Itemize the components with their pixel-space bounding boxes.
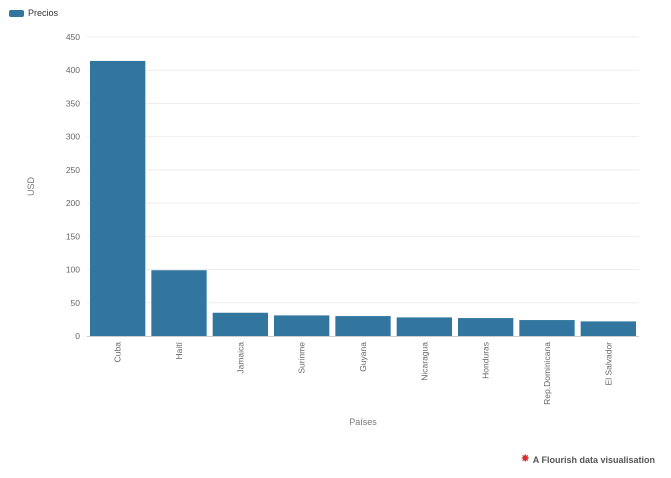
bar-surinme[interactable] — [274, 315, 330, 336]
bar-honduras[interactable] — [458, 318, 514, 336]
bar-guyana[interactable] — [335, 316, 391, 336]
gridlines — [87, 36, 639, 304]
flourish-logo-icon: ✸ — [520, 453, 530, 465]
x-tick-label: Haití — [174, 341, 184, 359]
flourish-credit[interactable]: ✸ A Flourish data visualisation — [521, 454, 655, 465]
bar-cuba[interactable] — [90, 60, 146, 337]
y-tick-label: 200 — [66, 198, 80, 208]
y-tick-label: 0 — [75, 331, 80, 341]
bar-el-salvador[interactable] — [580, 321, 636, 336]
y-tick-label: 250 — [66, 165, 80, 175]
y-tick-label: 100 — [66, 265, 80, 275]
y-tick-labels: 0 50 100 150 200 250 300 350 400 450 — [66, 32, 80, 341]
y-tick-label: 300 — [66, 132, 80, 142]
x-axis-title: Países — [349, 417, 377, 427]
x-tick-label: Surinme — [297, 342, 307, 374]
y-tick-label: 400 — [66, 65, 80, 75]
y-tick-label: 150 — [66, 231, 80, 241]
x-tick-label: Jamaica — [235, 342, 245, 374]
bar-nicaragua[interactable] — [396, 317, 452, 336]
flourish-credit-text: A Flourish data visualisation — [532, 454, 655, 465]
x-tick-label: Guyana — [358, 342, 368, 372]
x-tick-label: Cuba — [113, 342, 123, 363]
y-tick-label: 50 — [71, 298, 81, 308]
bar-jamaica[interactable] — [212, 312, 268, 336]
bar-rep-dominicana[interactable] — [519, 320, 575, 336]
x-tick-label: Honduras — [481, 342, 491, 379]
x-tick-label: El Salvador — [603, 342, 613, 386]
y-tick-label: 450 — [66, 32, 80, 42]
y-tick-label: 350 — [66, 98, 80, 108]
bars — [90, 60, 636, 337]
legend-label: Precios — [28, 8, 59, 18]
x-tick-label: Rep.Dominicana — [542, 342, 552, 405]
legend: Precios — [9, 8, 58, 18]
y-axis-title: USD — [26, 177, 36, 197]
x-tick-labels: Cuba Haití Jamaica Surinme Guyana Nicaragua Ho… — [113, 341, 614, 404]
bar-hait-[interactable] — [151, 270, 207, 336]
x-tick-label: Nicaragua — [419, 342, 429, 381]
legend-swatch — [9, 9, 24, 17]
